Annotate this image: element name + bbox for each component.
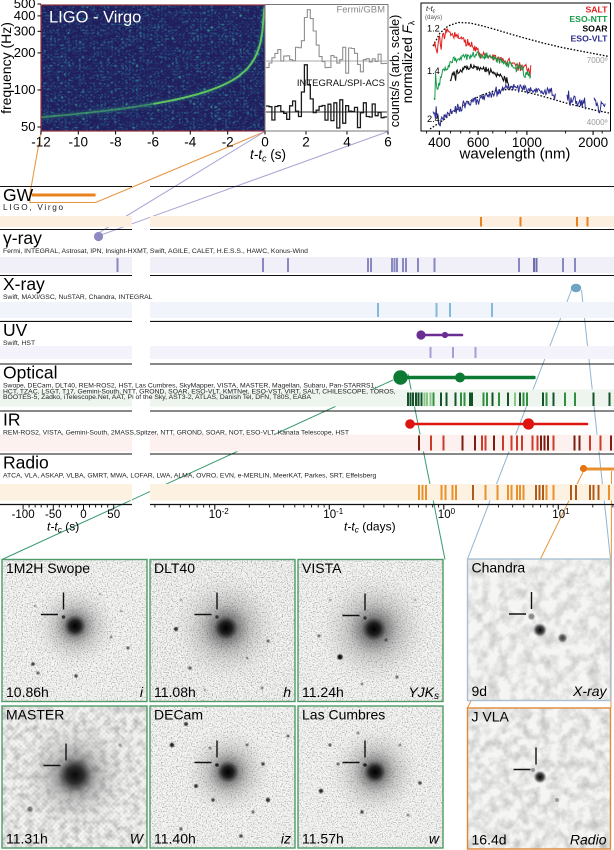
svg-text:7000º: 7000º (587, 56, 608, 65)
svg-text:Fermi, INTEGRAL, Astrosat, IPN: Fermi, INTEGRAL, Astrosat, IPN, Insight-… (3, 248, 308, 255)
svg-text:0: 0 (261, 135, 269, 150)
svg-text:(days): (days) (425, 14, 442, 21)
svg-text:2.4: 2.4 (427, 114, 440, 124)
svg-text:1M2H Swope: 1M2H Swope (6, 560, 90, 576)
svg-text:-50: -50 (45, 509, 62, 521)
svg-text:Chandra: Chandra (472, 560, 526, 576)
svg-text:BOOTES-5, Zadko, iTelescope.Ne: BOOTES-5, Zadko, iTelescope.Net, AAT, Pi… (3, 394, 311, 401)
svg-text:w: w (429, 831, 440, 847)
svg-text:normalized Fλ: normalized Fλ (400, 20, 417, 103)
svg-text:100: 100 (14, 82, 36, 97)
svg-text:11.24h: 11.24h (302, 684, 344, 700)
svg-text:γ-ray: γ-ray (3, 228, 42, 248)
svg-text:GW: GW (3, 185, 34, 205)
svg-text:REM-ROS2, VISTA, Gemini-South,: REM-ROS2, VISTA, Gemini-South, 2MASS,Spi… (3, 430, 349, 437)
svg-text:11.57h: 11.57h (302, 831, 344, 847)
svg-text:10-2: 10-2 (209, 507, 229, 521)
svg-text:IR: IR (3, 410, 21, 430)
svg-text:-2: -2 (222, 135, 234, 150)
svg-text:Las Cumbres: Las Cumbres (302, 707, 385, 723)
svg-text:100: 100 (438, 507, 456, 521)
svg-text:frequency (Hz): frequency (Hz) (0, 22, 14, 114)
svg-text:11.40h: 11.40h (154, 831, 196, 847)
svg-text:J VLA: J VLA (472, 709, 510, 725)
svg-text:ATCA, VLA, ASKAP, VLBA, GMRT,: ATCA, VLA, ASKAP, VLBA, GMRT, MWA, LOFAR… (3, 473, 377, 480)
svg-text:W: W (130, 831, 145, 847)
svg-text:HCT, TZAC, LSGT, T17, Gemini-S: HCT, TZAC, LSGT, T17, Gemini-South, NTT,… (3, 388, 396, 395)
svg-text:YJKs: YJKs (408, 684, 439, 702)
svg-text:wavelength (nm): wavelength (nm) (459, 146, 571, 163)
svg-text:t-tc: t-tc (426, 4, 436, 15)
svg-text:LIGO, Virgo: LIGO, Virgo (3, 203, 65, 212)
svg-text:9d: 9d (472, 683, 488, 699)
svg-text:t-tc (days): t-tc (days) (344, 520, 396, 535)
svg-text:400: 400 (428, 135, 451, 150)
svg-text:0: 0 (80, 509, 86, 521)
svg-text:Fermi/GBM: Fermi/GBM (336, 5, 385, 16)
svg-text:10.86h: 10.86h (6, 684, 49, 700)
svg-text:-4: -4 (184, 135, 196, 150)
svg-text:X-ray: X-ray (3, 274, 45, 294)
svg-text:300: 300 (14, 24, 36, 39)
svg-text:INTEGRAL/SPI-ACS: INTEGRAL/SPI-ACS (297, 78, 385, 89)
svg-text:-6: -6 (147, 135, 159, 150)
svg-text:VISTA: VISTA (302, 560, 342, 576)
svg-text:counts/s (arb. scale): counts/s (arb. scale) (388, 15, 402, 128)
svg-text:11.31h: 11.31h (6, 831, 48, 847)
svg-text:LIGO - Virgo: LIGO - Virgo (49, 9, 141, 27)
svg-text:Swift, MAXI/GSC, NuSTAR, Chand: Swift, MAXI/GSC, NuSTAR, Chandra, INTEGR… (3, 294, 153, 301)
svg-text:i: i (140, 684, 144, 700)
svg-text:Swift, HST: Swift, HST (3, 340, 35, 347)
svg-text:-12: -12 (31, 135, 51, 150)
svg-text:Radio: Radio (3, 453, 49, 473)
svg-text:400: 400 (14, 8, 36, 23)
svg-text:-10: -10 (69, 135, 89, 150)
svg-text:Optical: Optical (3, 363, 57, 383)
svg-text:DLT40: DLT40 (154, 560, 195, 576)
svg-text:t-tc (s): t-tc (s) (47, 520, 79, 535)
svg-text:1000: 1000 (512, 135, 542, 150)
svg-text:50: 50 (21, 119, 35, 134)
svg-text:10-1: 10-1 (323, 507, 343, 521)
svg-text:-8: -8 (110, 135, 122, 150)
svg-text:ESO-NTT: ESO-NTT (569, 14, 608, 24)
svg-text:X-ray: X-ray (572, 683, 607, 699)
svg-text:2000: 2000 (578, 135, 608, 150)
svg-text:1.2: 1.2 (427, 24, 440, 34)
svg-text:UV: UV (3, 320, 28, 340)
svg-text:16.4d: 16.4d (472, 832, 507, 848)
svg-text:SOAR: SOAR (582, 24, 608, 34)
svg-text:101: 101 (552, 507, 570, 521)
svg-text:600: 600 (467, 135, 490, 150)
svg-text:h: h (283, 684, 291, 700)
svg-text:t-tc (s): t-tc (s) (250, 147, 286, 164)
svg-text:2: 2 (302, 135, 310, 150)
svg-text:200: 200 (14, 45, 36, 60)
svg-text:Swope, DECam, DLT40, REM-ROS2,: Swope, DECam, DLT40, REM-ROS2, HST, Las … (3, 383, 376, 390)
svg-text:DECam: DECam (154, 707, 203, 723)
svg-text:iz: iz (281, 831, 291, 847)
svg-text:4: 4 (343, 135, 351, 150)
svg-text:SALT: SALT (585, 5, 608, 15)
svg-text:1.4: 1.4 (427, 66, 440, 76)
svg-text:4000º: 4000º (587, 118, 608, 127)
svg-text:6: 6 (384, 135, 392, 150)
svg-text:-100: -100 (12, 509, 35, 521)
svg-text:Radio: Radio (570, 832, 607, 848)
svg-text:50: 50 (107, 509, 120, 521)
svg-text:500: 500 (14, 0, 36, 11)
svg-text:MASTER: MASTER (6, 707, 64, 723)
svg-text:11.08h: 11.08h (154, 684, 196, 700)
svg-text:ESO-VLT: ESO-VLT (570, 34, 608, 44)
